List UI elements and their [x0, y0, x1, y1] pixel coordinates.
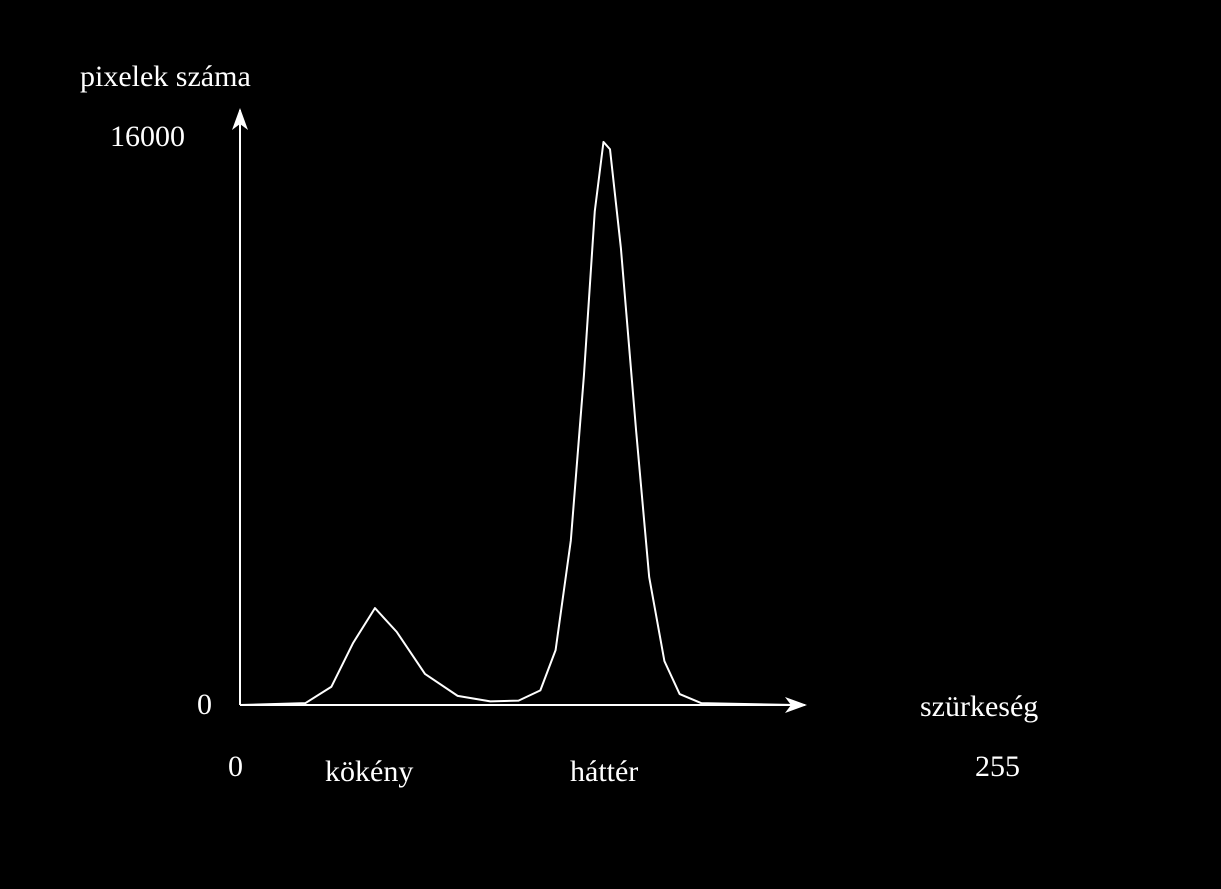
x-tick-min: 0: [228, 750, 243, 784]
histogram-chart: pixelek száma 16000 0 szürkeség 0 255 kö…: [0, 0, 1221, 889]
y-tick-min: 0: [197, 688, 212, 722]
peak2-label: háttér: [570, 755, 638, 789]
y-axis-label: pixelek száma: [80, 60, 251, 94]
peak1-label: kökény: [325, 755, 413, 789]
x-tick-max: 255: [975, 750, 1020, 784]
y-tick-max: 16000: [110, 120, 185, 154]
x-axis-label: szürkeség: [920, 690, 1038, 724]
